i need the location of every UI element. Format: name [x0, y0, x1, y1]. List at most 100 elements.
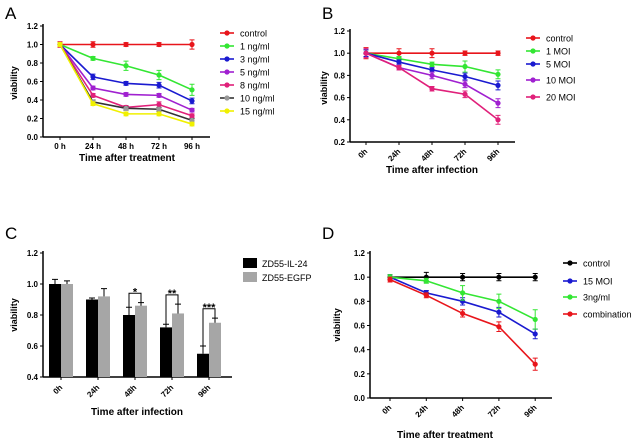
y-tick-label: 1.0: [27, 280, 39, 289]
data-point: [123, 63, 129, 69]
bar: [98, 296, 110, 377]
data-point: [123, 91, 129, 98]
y-tick-label: 0.2: [354, 370, 366, 379]
y-axis-title: viability: [319, 71, 329, 105]
data-point: [156, 82, 162, 88]
data-point: [90, 101, 96, 107]
data-point: [496, 274, 502, 280]
legend-label: 8 ng/ml: [240, 81, 270, 91]
legend-marker: [530, 77, 536, 83]
significance-bracket: [128, 292, 142, 308]
legend-marker: [530, 48, 536, 54]
legend-marker: [567, 260, 573, 266]
data-point: [429, 50, 435, 56]
panel-letter: B: [322, 4, 333, 23]
data-point: [156, 92, 162, 98]
bar: [160, 327, 172, 377]
data-point: [495, 50, 501, 56]
legend-label: 5 ng/ml: [240, 68, 270, 78]
data-point: [460, 310, 466, 317]
data-point: [462, 73, 468, 80]
x-tick-label: 24h: [85, 383, 101, 399]
legend-marker: [224, 56, 230, 62]
data-point: [189, 98, 195, 104]
data-point: [462, 50, 468, 56]
legend-label: combination: [583, 310, 632, 320]
data-point: [460, 274, 466, 280]
significance-bracket: [202, 308, 216, 346]
data-point: [532, 316, 538, 323]
data-point: [396, 50, 402, 56]
data-point: [156, 106, 162, 112]
series-control: [57, 39, 195, 50]
y-tick-label: 1.2: [354, 249, 366, 258]
legend-marker: [224, 43, 230, 49]
legend-marker: [224, 95, 230, 101]
panel-letter: A: [5, 4, 17, 23]
y-tick-label: 0.4: [354, 346, 366, 355]
legend-label: control: [240, 29, 267, 39]
legend-marker: [224, 108, 230, 114]
data-point: [57, 41, 63, 48]
x-tick-label: 72h: [159, 383, 175, 399]
bar: [135, 305, 147, 377]
legend-label: control: [546, 34, 573, 44]
x-tick-label: 72h: [452, 147, 468, 163]
data-point: [495, 71, 501, 77]
data-point: [462, 91, 468, 97]
data-point: [189, 121, 195, 127]
legend-marker: [530, 94, 536, 100]
x-tick-label: 72h: [486, 403, 502, 419]
x-axis-title: Time after infection: [386, 165, 478, 176]
data-point: [123, 80, 129, 86]
y-tick-label: 0.2: [334, 138, 346, 147]
data-point: [462, 63, 468, 70]
x-tick-label: 0h: [356, 147, 369, 160]
y-tick-label: 0.4: [334, 116, 346, 125]
data-point: [156, 72, 162, 78]
series-ZD55-IL-24: [49, 278, 209, 377]
data-point: [462, 81, 468, 87]
data-point: [90, 55, 96, 61]
legend-marker: [224, 82, 230, 88]
data-point: [532, 274, 538, 280]
y-axis-title: viability: [9, 298, 19, 332]
legend-swatch: [243, 272, 257, 282]
series-ZD55-EGFP: [61, 280, 221, 377]
bar: [209, 322, 221, 377]
y-tick-label: 0.0: [27, 133, 39, 142]
data-point: [189, 117, 195, 123]
data-point: [460, 290, 466, 296]
y-tick-label: 0.4: [27, 373, 39, 382]
x-tick-label: 96h: [522, 403, 538, 419]
panel-D: D 0.0 0.2 0.4 0.6 0.8 1.0 1.2 0h 24h 48h 72h 96h Time…: [322, 224, 632, 441]
x-tick-label: 96h: [196, 383, 212, 399]
y-axis-title: viability: [332, 308, 342, 342]
y-tick-label: 0.8: [27, 59, 39, 68]
y-tick-label: 0.0: [354, 394, 366, 403]
x-tick-label: 48h: [450, 403, 466, 419]
x-tick-label: 48h: [419, 147, 435, 163]
significance-label: ***: [203, 302, 217, 314]
y-tick-label: 0.4: [27, 96, 39, 105]
data-point: [123, 41, 129, 48]
bar: [86, 299, 98, 377]
data-point: [495, 100, 501, 106]
legend-marker: [530, 61, 536, 67]
data-point: [423, 292, 429, 298]
data-point: [189, 107, 195, 113]
data-point: [123, 111, 129, 117]
data-point: [429, 67, 435, 73]
data-point: [90, 85, 96, 91]
data-point: [495, 82, 501, 88]
data-point: [532, 361, 538, 367]
legend-label: ZD55-EGFP: [262, 273, 312, 283]
series-control: [363, 47, 501, 60]
x-tick-label: 0h: [51, 383, 64, 396]
bar: [61, 284, 73, 377]
data-point: [496, 298, 502, 304]
x-axis-title: Time after infection: [91, 407, 183, 418]
bar: [197, 353, 209, 377]
x-tick-label: 48 h: [118, 142, 134, 151]
